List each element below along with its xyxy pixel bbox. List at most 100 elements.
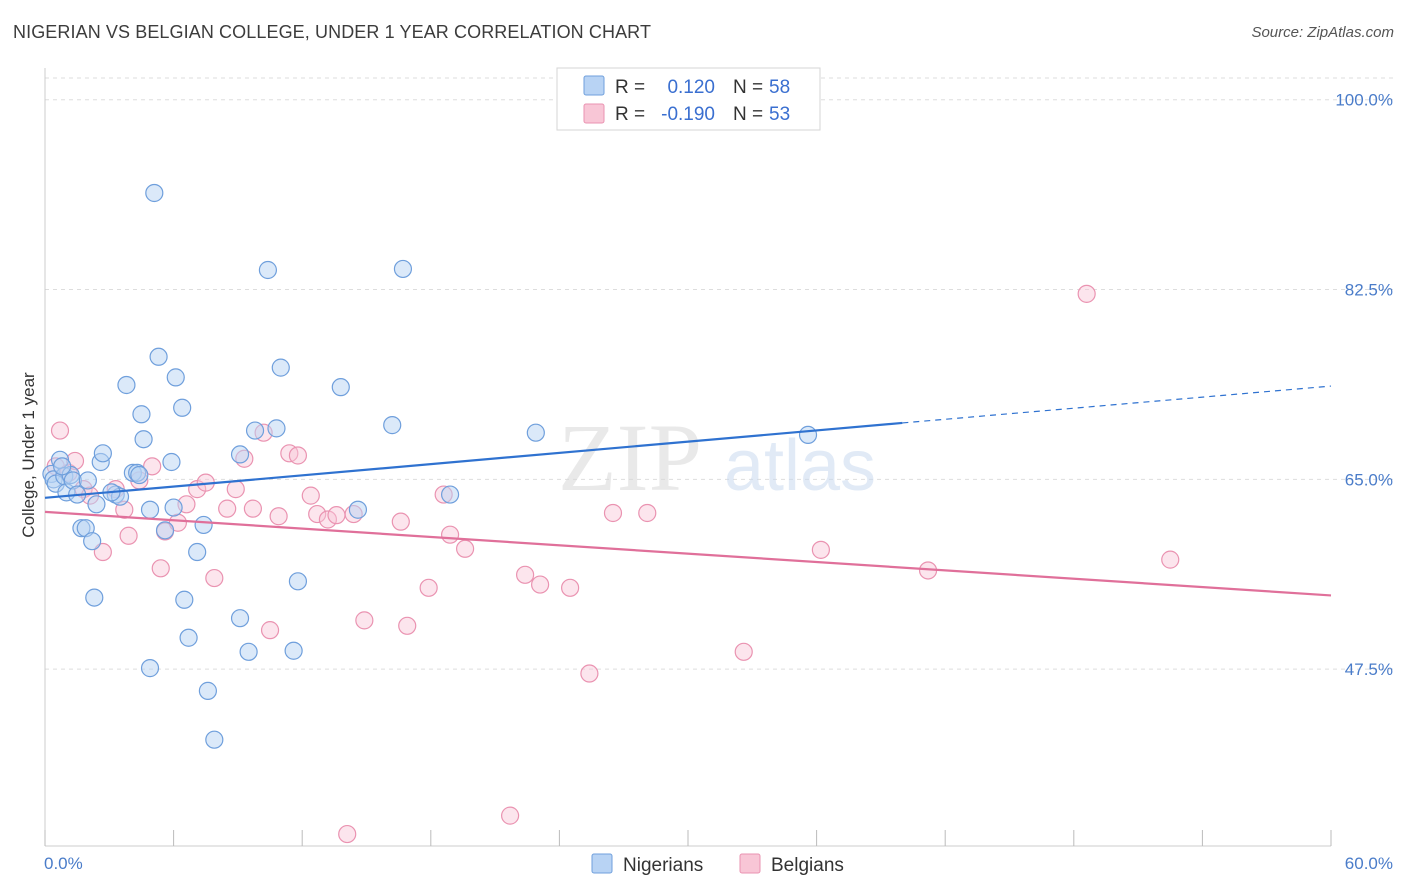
nigerians-point-45: [271, 358, 290, 377]
nigerians-point-51: [393, 259, 413, 279]
nigerians-point-50: [383, 416, 402, 435]
nigerians-point-47: [288, 572, 308, 591]
y-tick-label-3: 47.5%: [1345, 660, 1393, 679]
nigerians-point-41: [239, 642, 258, 661]
nigerians-point-55: [53, 457, 72, 476]
nigerians-point-25: [140, 500, 160, 519]
bottom-legend-nigerians: Nigerians: [623, 855, 703, 876]
belgians-point-37: [419, 578, 438, 597]
x-tick-label-1: 60.0%: [1345, 854, 1393, 873]
nigerians-point-33: [175, 590, 194, 609]
bottom-legend-swatch-belgians: [739, 853, 761, 874]
belgians-point-41: [501, 806, 520, 825]
legend-r-value-2: -0.190: [661, 104, 715, 125]
belgians-point-35: [391, 512, 410, 531]
belgians-point-47: [638, 503, 657, 523]
x-tick-labels: 0.0% 60.0%: [44, 854, 1393, 873]
belgians-point-40: [455, 539, 475, 558]
belgians-point-51: [1077, 284, 1096, 303]
legend-swatch-belgians: [583, 103, 605, 124]
chart-title: NIGERIAN VS BELGIAN COLLEGE, UNDER 1 YEA…: [13, 22, 652, 42]
nigerians-point-36: [194, 515, 213, 535]
nigerians-points: [42, 183, 818, 749]
nigerians-point-28: [155, 521, 175, 540]
nigerians-point-40: [230, 445, 250, 464]
nigerians-point-23: [134, 430, 153, 449]
belgians-point-11: [143, 457, 162, 476]
nigerians-point-16: [85, 588, 104, 607]
nigerians-point-39: [230, 609, 250, 628]
belgians-point-30: [318, 510, 338, 529]
belgians-point-48: [734, 642, 753, 661]
belgians-point-49: [811, 540, 830, 559]
nigerians-point-26: [145, 183, 164, 203]
legend-n-value-1: 58: [769, 77, 790, 98]
nigerians-point-22: [132, 405, 151, 424]
legend-n-label-2: N =: [733, 104, 763, 125]
nigerians-point-19: [117, 375, 136, 395]
y-axis-label: College, Under 1 year: [19, 372, 38, 538]
belgians-point-46: [603, 503, 623, 523]
belgians-point-44: [561, 578, 580, 597]
axes: [44, 68, 1332, 847]
chart-source: Source: ZipAtlas.com: [1251, 24, 1394, 41]
nigerians-point-48: [331, 378, 350, 397]
belgians-points: [46, 284, 1180, 844]
nigerians-point-49: [348, 500, 368, 519]
nigerians-point-57: [130, 465, 149, 485]
svg-text:ZIP: ZIP: [558, 404, 702, 511]
belgians-point-36: [398, 616, 417, 635]
belgians-point-27: [288, 446, 308, 465]
belgians-point-6: [93, 542, 112, 562]
nigerians-point-34: [179, 628, 198, 647]
trend-lines: [44, 385, 1332, 597]
belgians-point-22: [243, 499, 263, 518]
y-tick-label-0: 100.0%: [1335, 91, 1393, 110]
nigerians-point-44: [267, 419, 286, 438]
legend-n-value-2: 53: [769, 104, 790, 125]
y-tick-label-2: 65.0%: [1345, 470, 1393, 489]
nigerians-point-32: [173, 398, 192, 417]
belgians-point-19: [218, 499, 237, 518]
nigerians-point-15: [93, 444, 112, 463]
belgians-point-29: [308, 504, 327, 524]
y-tick-labels: 100.0% 82.5% 65.0% 47.5%: [1335, 91, 1393, 679]
nigerians-point-29: [162, 452, 181, 472]
nigerians-point-42: [245, 421, 265, 440]
belgians-point-39: [440, 525, 460, 544]
nigerians-point-12: [83, 532, 102, 551]
nigerians-trend-line: [44, 421, 903, 499]
belgians-point-34: [355, 611, 374, 630]
bottom-legend-swatch-nigerians: [591, 853, 613, 874]
nigerians-point-13: [87, 495, 106, 514]
svg-text:atlas: atlas: [724, 426, 876, 506]
nigerians-trend-extension: [902, 385, 1332, 424]
belgians-point-42: [516, 565, 535, 584]
nigerians-point-31: [166, 368, 185, 387]
nigerians-point-35: [188, 542, 207, 562]
nigerians-point-11: [78, 471, 97, 490]
belgians-point-45: [580, 664, 599, 683]
belgians-point-32: [338, 824, 357, 844]
bottom-legend-belgians: Belgians: [771, 855, 844, 876]
legend-r-label-2: R =: [615, 104, 645, 125]
belgians-point-52: [1161, 550, 1180, 569]
nigerians-point-38: [205, 730, 224, 749]
nigerians-point-46: [284, 641, 303, 660]
correlation-legend: R = 0.120 N = 58 R = -0.190 N = 53: [556, 67, 821, 131]
y-tick-label-1: 82.5%: [1345, 281, 1393, 300]
grid-lines: [45, 77, 1394, 670]
legend-swatch-nigerians: [583, 75, 605, 96]
legend-n-label-1: N =: [733, 77, 763, 98]
legend-r-value-1: 0.120: [667, 77, 715, 98]
legend-r-label-1: R =: [615, 77, 645, 98]
belgians-point-20: [226, 480, 245, 499]
watermark: ZIP atlas: [558, 404, 876, 511]
belgians-point-31: [327, 506, 346, 525]
series-legend: Nigerians Belgians: [591, 853, 844, 876]
belgians-point-28: [301, 486, 320, 505]
belgians-point-43: [531, 575, 550, 594]
belgians-point-18: [205, 568, 224, 588]
x-tick-label-0: 0.0%: [44, 854, 83, 873]
